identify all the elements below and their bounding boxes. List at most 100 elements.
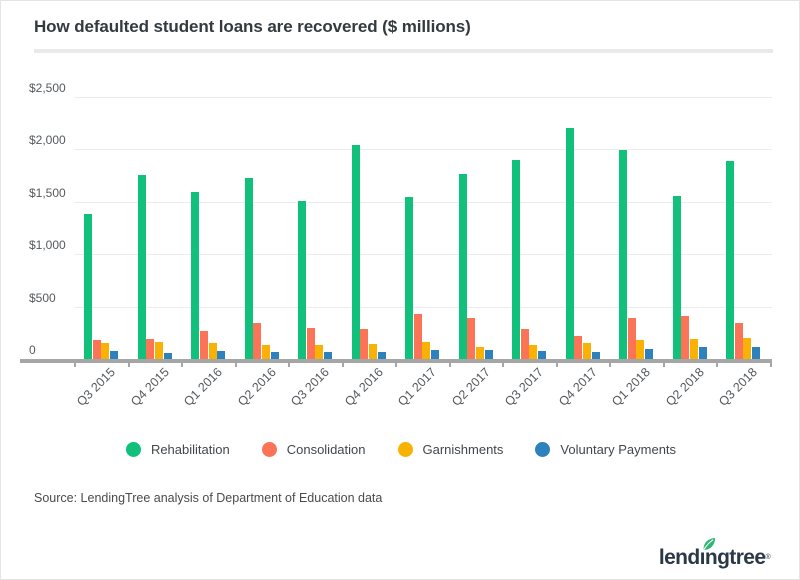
gridline-1000 [74, 254, 772, 256]
x-axis-tick-mark [502, 359, 505, 367]
bar-rehabilitation [405, 197, 414, 359]
legend-label: Rehabilitation [150, 442, 230, 457]
x-axis-tick-text: Q2 2018 [662, 365, 707, 409]
legend-label: Consolidation [286, 442, 366, 457]
bar-garnishments [422, 342, 431, 359]
gridline-1500 [74, 201, 772, 203]
legend-swatch-icon [261, 442, 277, 457]
chart-title: How defaulted student loans are recovere… [34, 17, 471, 36]
bar-consolidation [146, 338, 155, 359]
legend-item-rehabilitation: Rehabilitation [125, 442, 230, 457]
bar-voluntary-payments [270, 351, 279, 359]
bar-garnishments [368, 344, 377, 359]
bar-rehabilitation [298, 201, 307, 359]
bar-voluntary-payments [217, 350, 226, 359]
y-axis-tick-label: $2,000 [29, 133, 66, 148]
bar-garnishments [261, 345, 270, 359]
x-axis-tick-mark [181, 359, 184, 367]
leaf-icon [703, 538, 716, 550]
bar-voluntary-payments [163, 352, 172, 359]
registered-mark: ® [765, 554, 770, 561]
x-axis-tick-text: Q1 2018 [609, 365, 653, 409]
bar-voluntary-payments [752, 346, 761, 359]
y-axis-tick-label: $2,500 [29, 81, 66, 95]
x-axis-tick-mark [288, 359, 291, 367]
gridline-2000 [74, 149, 772, 151]
legend-swatch-icon [125, 442, 141, 457]
bar-rehabilitation [351, 144, 360, 359]
x-axis-tick-text: Q2 2016 [234, 365, 279, 409]
bar-consolidation [574, 335, 583, 359]
bar-rehabilitation [672, 195, 681, 359]
bar-voluntary-payments [324, 352, 333, 359]
bar-voluntary-payments [698, 346, 707, 359]
legend-label: Garnishments [422, 442, 504, 457]
lendingtree-logo: lendıngtree® [659, 538, 771, 571]
legend-item-garnishments: Garnishments [397, 442, 504, 457]
legend: Rehabilitation Consolidation Garnishments V… [1, 442, 799, 457]
x-axis-tick-text: Q3 2017 [502, 365, 546, 409]
bar-consolidation [520, 329, 529, 359]
bar-consolidation [92, 339, 101, 359]
bar-rehabilitation [458, 173, 467, 359]
x-axis-tick-mark [234, 359, 237, 367]
bar-voluntary-payments [110, 351, 119, 359]
bar-voluntary-payments [377, 351, 386, 359]
title-divider [34, 49, 773, 53]
x-axis-tick-mark [609, 359, 612, 367]
x-axis-tick-text: Q3 2015 [74, 365, 118, 409]
legend-label: Voluntary Payments [560, 442, 677, 457]
bar-rehabilitation [244, 178, 253, 359]
bar-garnishments [315, 345, 324, 359]
bar-consolidation [199, 331, 208, 359]
x-axis-tick-text: Q1 2017 [395, 365, 439, 409]
bar-garnishments [155, 342, 163, 359]
x-axis-tick-mark [395, 359, 398, 367]
legend-swatch-icon [397, 442, 413, 457]
x-axis-tick-mark [448, 359, 451, 367]
x-axis-tick-mark [769, 359, 772, 367]
x-axis-tick-mark [555, 359, 558, 367]
bar-garnishments [743, 337, 752, 359]
bar-rehabilitation [84, 213, 92, 359]
bar-voluntary-payments [591, 352, 600, 359]
bar-voluntary-payments [431, 349, 440, 359]
x-axis-tick-mark [127, 359, 130, 367]
x-axis-tick-mark [662, 359, 665, 367]
bar-voluntary-payments [645, 349, 654, 359]
bar-voluntary-payments [538, 351, 547, 359]
y-axis-tick-label: $500 [29, 290, 56, 305]
bar-garnishments [529, 345, 538, 359]
bar-garnishments [208, 343, 217, 359]
legend-swatch-icon [535, 442, 551, 457]
x-axis-tick-mark [74, 359, 77, 367]
bar-consolidation [467, 317, 476, 359]
bar-voluntary-payments [484, 349, 493, 359]
x-axis-tick-mark [716, 359, 719, 367]
y-axis-tick-label: 0 [29, 343, 36, 357]
bar-consolidation [627, 317, 636, 359]
x-axis-tick-text: Q3 2018 [716, 365, 760, 409]
bar-rehabilitation [191, 191, 200, 359]
x-axis-tick-mark [341, 359, 344, 367]
bar-rehabilitation [619, 149, 627, 359]
legend-item-voluntary-payments: Voluntary Payments [535, 442, 676, 457]
bar-consolidation [306, 328, 315, 359]
x-axis-tick-text: Q4 2015 [127, 365, 172, 409]
bar-consolidation [734, 322, 743, 359]
bar-garnishments [636, 340, 645, 359]
x-axis-tick-text: Q3 2016 [288, 365, 332, 409]
bar-rehabilitation [137, 175, 146, 359]
gridline-500 [74, 306, 772, 308]
gridline-2500 [74, 97, 772, 98]
bar-consolidation [253, 323, 262, 359]
x-axis-tick-text: Q4 2017 [555, 365, 600, 409]
y-axis-tick-label: $1,500 [29, 185, 66, 200]
logo-wordmark: lendıngtree® [659, 538, 771, 569]
bar-consolidation [681, 316, 690, 359]
y-axis-tick-label: $1,000 [29, 238, 66, 253]
bar-rehabilitation [726, 160, 734, 359]
bar-garnishments [689, 338, 698, 359]
